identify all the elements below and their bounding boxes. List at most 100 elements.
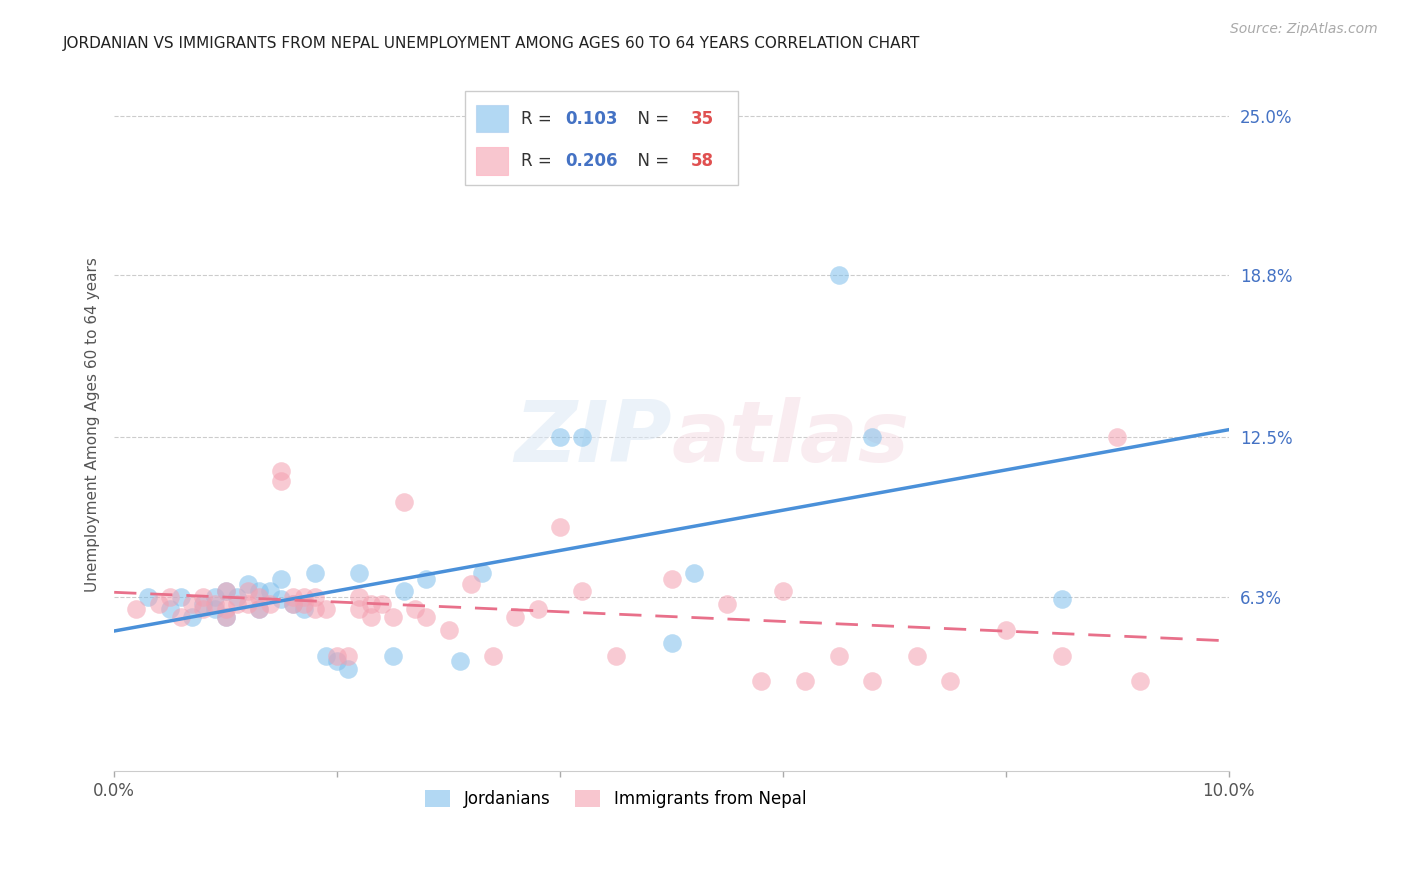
Point <box>526 602 548 616</box>
Point <box>125 602 148 616</box>
Point <box>214 584 236 599</box>
Point <box>204 590 226 604</box>
Point <box>247 602 270 616</box>
Point <box>315 602 337 616</box>
Y-axis label: Unemployment Among Ages 60 to 64 years: Unemployment Among Ages 60 to 64 years <box>86 257 100 592</box>
Text: 58: 58 <box>690 152 713 169</box>
Point <box>259 597 281 611</box>
Point <box>437 623 460 637</box>
Point <box>471 566 494 581</box>
Point <box>214 610 236 624</box>
Point <box>794 674 817 689</box>
Point <box>349 566 371 581</box>
Point <box>214 602 236 616</box>
Point <box>505 610 527 624</box>
Point <box>247 584 270 599</box>
Point <box>381 648 404 663</box>
Point <box>682 566 704 581</box>
Point <box>236 597 259 611</box>
Text: ZIP: ZIP <box>513 397 672 480</box>
Point <box>281 597 304 611</box>
Point <box>326 648 349 663</box>
Point <box>1107 430 1129 444</box>
Point <box>360 597 382 611</box>
Point <box>605 648 627 663</box>
Point <box>170 590 193 604</box>
Text: N =: N = <box>627 110 675 128</box>
Point <box>304 602 326 616</box>
Text: N =: N = <box>627 152 675 169</box>
Point <box>349 602 371 616</box>
Point <box>236 584 259 599</box>
Point <box>548 430 571 444</box>
Point <box>905 648 928 663</box>
Point <box>772 584 794 599</box>
Legend: Jordanians, Immigrants from Nepal: Jordanians, Immigrants from Nepal <box>419 783 813 815</box>
Text: 0.206: 0.206 <box>565 152 619 169</box>
Point <box>159 602 181 616</box>
Point <box>204 602 226 616</box>
Point <box>661 572 683 586</box>
Point <box>270 572 292 586</box>
Point <box>159 590 181 604</box>
Point <box>136 590 159 604</box>
Point <box>404 602 426 616</box>
Point <box>236 576 259 591</box>
Point <box>304 590 326 604</box>
Point <box>281 597 304 611</box>
Point <box>482 648 505 663</box>
Point <box>661 636 683 650</box>
Point <box>193 597 215 611</box>
Point <box>204 597 226 611</box>
Point <box>548 520 571 534</box>
Point <box>148 597 170 611</box>
Point <box>292 602 315 616</box>
Point <box>214 610 236 624</box>
Point <box>181 610 204 624</box>
Point <box>181 597 204 611</box>
FancyBboxPatch shape <box>477 147 508 175</box>
FancyBboxPatch shape <box>477 104 508 132</box>
Text: 0.103: 0.103 <box>565 110 619 128</box>
Point <box>214 584 236 599</box>
Point <box>571 430 593 444</box>
Point <box>270 464 292 478</box>
Point <box>292 590 315 604</box>
Text: R =: R = <box>522 152 557 169</box>
Point <box>994 623 1017 637</box>
Point <box>247 602 270 616</box>
Point <box>392 494 415 508</box>
Point <box>1050 592 1073 607</box>
Point <box>292 597 315 611</box>
Point <box>939 674 962 689</box>
Point <box>716 597 738 611</box>
Point <box>749 674 772 689</box>
Point <box>370 597 392 611</box>
Text: Source: ZipAtlas.com: Source: ZipAtlas.com <box>1230 22 1378 37</box>
Point <box>571 584 593 599</box>
Text: JORDANIAN VS IMMIGRANTS FROM NEPAL UNEMPLOYMENT AMONG AGES 60 TO 64 YEARS CORREL: JORDANIAN VS IMMIGRANTS FROM NEPAL UNEMP… <box>63 36 921 51</box>
Point <box>1050 648 1073 663</box>
Point <box>381 610 404 624</box>
Point <box>828 268 851 283</box>
Point <box>304 566 326 581</box>
Point <box>225 597 247 611</box>
Text: 35: 35 <box>690 110 714 128</box>
Point <box>326 654 349 668</box>
Point <box>392 584 415 599</box>
Point <box>415 610 437 624</box>
Point <box>281 590 304 604</box>
Point <box>460 576 482 591</box>
Point <box>449 654 471 668</box>
Point <box>860 674 883 689</box>
Point <box>337 648 360 663</box>
Text: atlas: atlas <box>672 397 910 480</box>
Point <box>360 610 382 624</box>
Point <box>270 474 292 488</box>
Point <box>270 592 292 607</box>
FancyBboxPatch shape <box>465 91 738 185</box>
Point <box>1129 674 1152 689</box>
Point <box>860 430 883 444</box>
Point <box>828 648 851 663</box>
Point <box>193 602 215 616</box>
